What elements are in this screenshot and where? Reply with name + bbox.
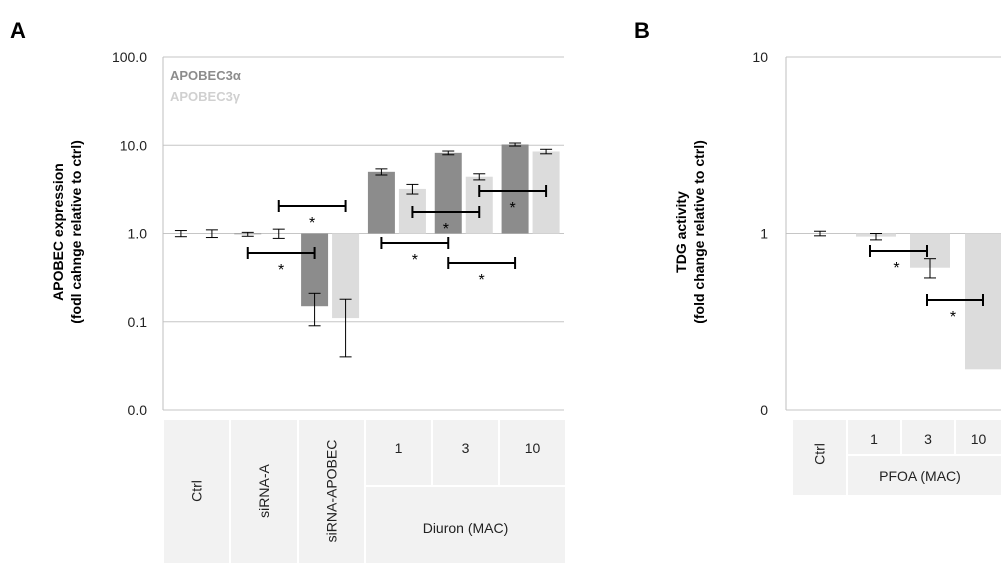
significance-asterisk: * [510,200,516,217]
panel-a-y-axis-title: APOBEC expression (fodl cahnge relative … [50,140,84,324]
panel-a-error-bars [174,142,553,358]
panel-a-y-tick-label: 100.0 [112,49,147,65]
panel-b-bars [800,233,1001,370]
panel-a-y-tick-label: 1.0 [128,226,148,242]
category-cell [956,420,1001,454]
panel-a-y-tick-label: 10.0 [120,137,147,153]
legend-apobec3-gamma: APOBEC3γ [170,89,241,104]
panel-a-bar-alpha [367,171,395,234]
category-group-cell [366,487,565,563]
category-label: 3 [924,431,932,447]
panel-a-ylabel-line-1: APOBEC expression [50,163,66,301]
category-cell [231,420,297,563]
category-label: 10 [971,431,987,447]
panel-a-y-tick-labels: 100.0 10.0 1.0 0.1 0.0 [112,49,147,418]
category-cell [500,420,565,485]
panel-b-error-bars [814,230,936,279]
category-label: Ctrl [189,480,205,502]
panel-a-bar-alpha [501,144,529,234]
panel-a-category-table: Ctrl siRNA-A siRNA-APOBEC 1 3 10 Diuron (MAC) [164,420,565,563]
category-cell [902,420,954,454]
significance-asterisk: * [443,221,449,238]
panel-a-legend: APOBEC3α APOBEC3γ [170,68,241,104]
panel-b-y-tick-label: 1 [760,226,768,242]
category-label: siRNA-A [256,464,272,518]
category-group-label: Diuron (MAC) [423,520,509,536]
panel-b-label: B [634,18,650,43]
panel-b-y-tick-label: 10 [752,49,768,65]
category-label: Ctrl [812,443,828,465]
panel-a-gridlines [163,56,564,411]
category-group-label: PFOA (MAC) [879,468,961,484]
category-cell [299,420,364,563]
panel-b: B TDG activity (fold change relative to … [634,18,1001,495]
category-cell [164,420,229,563]
category-label: 10 [525,440,541,456]
significance-asterisk: * [479,272,485,289]
category-cell [366,420,431,485]
significance-asterisk: * [950,309,956,326]
panel-a-label: A [10,18,26,43]
significance-asterisk: * [309,215,315,232]
significance-asterisk: * [893,260,899,277]
panel-a-ylabel-line-2: (fodl cahnge relative to ctrl) [68,140,84,324]
significance-asterisk: * [278,262,284,279]
legend-apobec3-alpha: APOBEC3α [170,68,241,83]
panel-b-y-tick-label: 0 [760,402,768,418]
panel-a-bar-alpha [434,152,462,234]
panel-b-ylabel-line-1: TDG activity [673,191,689,273]
category-cell [793,420,846,495]
panel-b-ylabel-line-2: (fold change relative to ctrl) [691,140,707,324]
category-label: siRNA-APOBEC [324,440,340,543]
panel-a-y-tick-label: 0.1 [128,314,148,330]
panel-b-category-table: Ctrl 1 3 10 PFOA (MAC) [793,420,1001,495]
panel-b-y-axis-title: TDG activity (fold change relative to ct… [673,140,707,324]
category-cell [433,420,498,485]
panel-a-bars [167,144,560,319]
panel-a-y-tick-label: 0.0 [128,402,148,418]
significance-asterisk: * [412,252,418,269]
category-label: 3 [462,440,470,456]
panel-b-significance-brackets: ** [869,245,984,326]
category-label: 1 [870,431,878,447]
category-label: 1 [395,440,403,456]
panel-a-significance-brackets: * * * * * * [246,185,548,289]
category-group-cell [848,456,1001,495]
panel-a: A APOBEC expression (fodl cahnge relativ… [10,18,565,563]
category-cell [848,420,900,454]
